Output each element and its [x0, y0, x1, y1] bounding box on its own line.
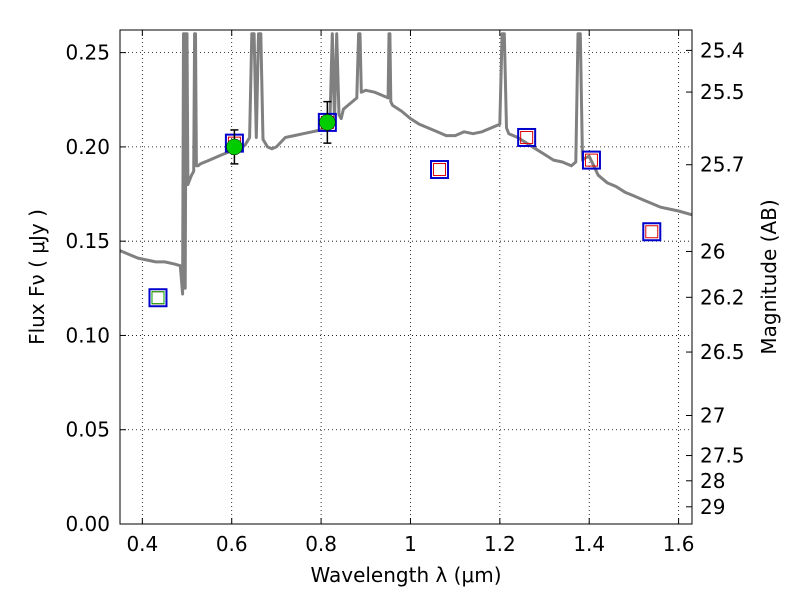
y2-tick-label: 25.4: [700, 38, 745, 62]
photometry-markers: [148, 100, 662, 308]
model-photometry-point: [645, 225, 659, 239]
x-tick-label: 1: [404, 532, 417, 556]
model-photometry-point: [584, 153, 598, 167]
y2-tick-label: 28: [700, 469, 725, 493]
model-band-box: [581, 150, 601, 170]
y2-tick-label: 26.2: [700, 285, 745, 309]
model-band-box: [642, 222, 662, 242]
y-tick-label: 0.25: [65, 41, 110, 65]
y-tick-label: 0.20: [65, 135, 110, 159]
model-photometry-point: [151, 291, 165, 305]
model-spectrum-layer: [120, 32, 692, 296]
observed-point: [319, 114, 336, 131]
x-tick-label: 1.4: [573, 532, 605, 556]
y2-tick-label: 26: [700, 239, 725, 263]
model-band-box: [517, 127, 537, 147]
y-tick-label: 0.15: [65, 229, 110, 253]
axis-ticks: 0.4 0.6 0.8 1 1.2 1.4 1.6 0.00 0.05 0.10 0.15 0.20 0…: [65, 30, 745, 556]
model-photometry-point: [520, 130, 534, 144]
y2-tick-label: 27: [700, 404, 725, 428]
plot-frame: [119, 29, 693, 525]
undetected-point: [151, 291, 165, 305]
model-band-box: [148, 288, 168, 308]
y-tick-label: 0.05: [65, 418, 110, 442]
model-spectrum-line: [120, 32, 692, 296]
y2-tick-label: 26.5: [700, 340, 745, 364]
x-tick-label: 0.6: [216, 532, 248, 556]
x-tick-label: 0.4: [126, 532, 158, 556]
y-tick-label: 0.00: [65, 512, 110, 536]
grid: [120, 30, 692, 525]
y2-tick-label: 25.5: [700, 80, 745, 104]
x-tick-label: 0.8: [305, 532, 337, 556]
model-band-box: [430, 160, 450, 180]
observed-point: [226, 138, 243, 156]
y2-axis-label: Magnitude (AB): [757, 199, 781, 354]
y2-tick-label: 27.5: [700, 444, 745, 468]
y2-tick-label: 25.7: [700, 153, 745, 177]
x-tick-label: 1.6: [663, 532, 695, 556]
y2-tick-label: 29: [700, 495, 725, 519]
y-axis-label: Flux Fν ( μJy ): [25, 209, 49, 345]
y-tick-label: 0.10: [65, 323, 110, 347]
x-axis-label: Wavelength λ (μm): [310, 563, 501, 587]
model-photometry-point: [433, 163, 447, 177]
x-tick-label: 1.2: [484, 532, 516, 556]
